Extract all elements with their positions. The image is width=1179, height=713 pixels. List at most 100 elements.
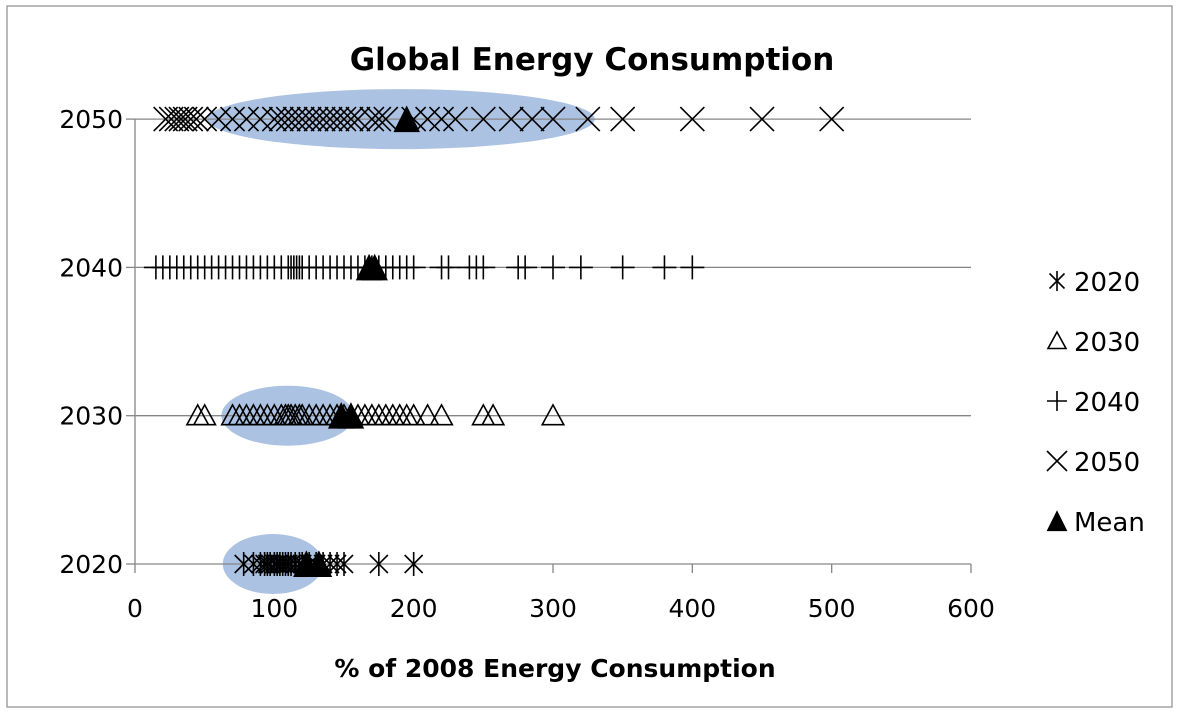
point-2050-35 [540, 106, 566, 132]
point-2050-21 [324, 106, 350, 132]
point-2050-39-stroke [749, 106, 775, 132]
point-2040-49 [568, 255, 593, 280]
y-tick-label-2020: 2020 [59, 550, 123, 579]
point-2030-36 [540, 403, 566, 426]
point-2050-18 [303, 106, 329, 132]
legend-marker-2040 [1047, 391, 1067, 411]
series-2040 [143, 255, 705, 280]
point-2050-32 [470, 106, 496, 132]
point-2050-29 [415, 106, 441, 132]
point-2050-35-stroke [540, 106, 566, 132]
point-2050-26 [366, 106, 392, 132]
point-2050-2 [164, 106, 190, 132]
point-2050-9 [219, 106, 246, 132]
point-2020-21 [334, 552, 354, 576]
point-2050-7-stroke [192, 106, 218, 132]
point-2050-14 [275, 106, 301, 132]
point-2050-6 [183, 106, 209, 132]
legend-item-2040: 2040 [1047, 388, 1140, 418]
legend-label-2040: 2040 [1074, 388, 1140, 418]
plot-area: 2020 2030 2040 2050 0 100 200 300 400 500 600 [59, 89, 995, 623]
point-2050-7 [192, 106, 218, 132]
point-2050-17 [296, 106, 322, 132]
point-2050-4 [172, 106, 198, 132]
point-2050-8-stroke [206, 106, 232, 132]
point-2020-23 [404, 552, 424, 576]
point-2050-20-stroke [317, 106, 343, 132]
point-2050-27-stroke [373, 106, 399, 132]
point-2050-11-stroke [247, 106, 273, 132]
point-2040-47 [513, 255, 538, 280]
point-2050-36 [575, 106, 601, 132]
y-tick-label-2030: 2030 [59, 402, 123, 431]
legend-marker-2030 [1046, 330, 1068, 350]
point-2040-40 [401, 255, 426, 280]
point-2030-35 [480, 403, 506, 426]
point-2050-33-stroke [498, 106, 524, 132]
point-2050-13-stroke [268, 106, 294, 132]
point-2050-1 [158, 106, 184, 132]
mean-marker-2040-5 [361, 253, 388, 281]
point-2050-15-stroke [282, 106, 308, 132]
legend-label-2020: 2020 [1074, 268, 1140, 298]
point-2030-32 [415, 403, 440, 426]
x-tick-label-600: 600 [947, 594, 995, 623]
y-tick-label-2050: 2050 [59, 105, 123, 134]
point-2040-51 [652, 255, 677, 280]
series-2020 [234, 552, 424, 576]
legend-item-2050: 2050 [1046, 448, 1140, 478]
point-2050-19-stroke [310, 106, 336, 132]
point-2050-36-stroke [575, 106, 601, 132]
legend-label-mean: Mean [1074, 508, 1145, 538]
point-2050-31-stroke [442, 106, 469, 132]
point-2050-40-stroke [819, 106, 845, 132]
legend-item-2020: 2020 [1048, 268, 1140, 298]
point-2040-50 [610, 255, 635, 280]
point-2050-12-stroke [261, 106, 287, 132]
point-2050-4-stroke [172, 106, 198, 132]
x-tick-label-400: 400 [668, 594, 716, 623]
point-2050-18-stroke [303, 106, 329, 132]
point-2050-37-stroke [610, 106, 636, 132]
x-tick-label-200: 200 [390, 594, 438, 623]
point-2050-21-stroke [324, 106, 350, 132]
point-2050-14-stroke [275, 106, 301, 132]
point-2050-33 [498, 106, 524, 132]
point-2050-22 [331, 106, 357, 132]
point-2050-30 [428, 106, 455, 132]
point-2050-2-stroke [164, 106, 190, 132]
point-2040-52 [680, 255, 705, 280]
x-tick-label-500: 500 [808, 594, 856, 623]
point-2050-31 [442, 106, 469, 132]
legend-marker-2020 [1048, 271, 1066, 291]
x-tick-label-300: 300 [529, 594, 577, 623]
point-2050-8 [206, 106, 232, 132]
point-2050-11 [247, 106, 273, 132]
mean-marker-2020-1 [305, 550, 333, 577]
point-2050-17-stroke [296, 106, 322, 132]
series-mean [293, 105, 420, 577]
point-2050-10-stroke [233, 106, 260, 132]
point-2050-15 [282, 106, 308, 132]
point-2050-38 [679, 106, 705, 132]
point-2050-37 [610, 106, 636, 132]
point-2050-32-stroke [470, 106, 496, 132]
point-2050-26-stroke [366, 106, 392, 132]
point-2050-38-stroke [679, 106, 705, 132]
legend-marker-mean [1046, 510, 1068, 532]
point-2040-48 [541, 255, 565, 280]
point-2050-20 [317, 106, 343, 132]
mean-marker-2050-6 [393, 105, 420, 133]
point-2050-12 [261, 106, 287, 132]
point-2050-16 [289, 106, 315, 132]
legend-label-2050: 2050 [1074, 448, 1140, 478]
point-2040-42 [436, 255, 461, 280]
point-2050-23 [338, 106, 364, 132]
point-2040-45 [471, 255, 496, 280]
point-2050-23-stroke [338, 106, 364, 132]
point-2030-1 [192, 403, 217, 426]
point-2030-31 [401, 403, 426, 426]
point-2050-27 [373, 106, 399, 132]
point-2050-40 [819, 106, 845, 132]
